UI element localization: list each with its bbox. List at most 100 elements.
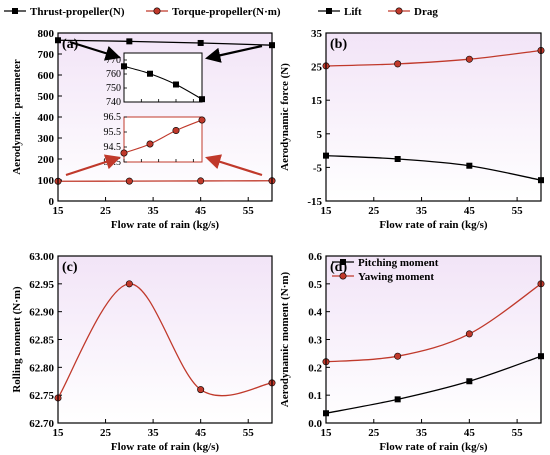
x-tick-label: 45 (195, 205, 207, 217)
inset-data-point (172, 127, 180, 135)
x-tick-label: 55 (512, 427, 524, 439)
y-tick-label: 62.80 (29, 362, 54, 374)
data-point (466, 162, 473, 169)
x-tick-label: 25 (100, 205, 112, 217)
legend-marker (340, 259, 346, 265)
inset-y-tick-label: 750 (106, 83, 121, 94)
inset-series-line (123, 65, 203, 100)
x-tick-label: 45 (464, 205, 476, 217)
inset-y-tick-label: 96.5 (104, 112, 122, 123)
arrows-a (65, 40, 263, 177)
panel-label: (a) (62, 37, 79, 52)
legend-b: Lift Drag (318, 6, 438, 18)
series-line-1 (325, 49, 542, 67)
arrow-icon (69, 40, 121, 61)
y-axis-label: Rolling moment (N·m) (11, 286, 23, 393)
data-point (465, 330, 473, 338)
y-tick-label: 100 (38, 175, 55, 187)
legend-d: Pitching moment Yawing moment (332, 257, 439, 283)
series-line-0 (57, 39, 273, 46)
plot-frame (57, 255, 273, 424)
data-point (197, 39, 204, 46)
legend-marker (395, 7, 403, 15)
inset-series-line (123, 119, 203, 154)
data-point (197, 177, 205, 185)
x-tick-label: 55 (243, 427, 255, 439)
data-point (466, 378, 473, 385)
x-tick-label: 45 (195, 427, 207, 439)
y-tick-label: 15 (311, 95, 323, 107)
legend-label: Yawing moment (358, 271, 434, 283)
legend-a: Thrust-propeller(N) Torque-propeller(N·m) (4, 6, 281, 18)
legend-marker (339, 272, 347, 280)
data-point (394, 352, 402, 360)
y-tick-label: 35 (311, 28, 323, 40)
plot-background (58, 256, 272, 423)
inset-data-point (121, 63, 127, 70)
y-tick-label: 62.75 (29, 390, 54, 402)
y-tick-label: 0 (49, 196, 55, 208)
inset-y-tick-label: 95.5 (104, 127, 122, 138)
y-tick-label: 700 (38, 49, 55, 61)
plot-frame (325, 255, 542, 424)
panel-label: (b) (330, 37, 347, 52)
data-point (126, 38, 133, 45)
data-point (394, 396, 401, 403)
legend-label: Pitching moment (358, 257, 439, 269)
x-tick-label: 35 (416, 205, 428, 217)
y-tick-label: 62.90 (29, 307, 54, 319)
plot-background (326, 33, 541, 201)
y-axis-label: Aerodynamic force (N) (279, 63, 291, 171)
panel-c: 15 25 35 45 55 62.70 62.75 62.80 62.85 62.90 62.95… (11, 251, 276, 453)
inset-data-point (147, 70, 153, 77)
inset-data-point (120, 149, 128, 157)
data-point (125, 177, 133, 185)
data-point (465, 55, 473, 63)
inset-y-tick-label: 740 (106, 97, 121, 108)
y-tick-label: 25 (311, 62, 323, 74)
panel-b: 15 25 35 45 55 -15 -5 5 15 25 35 Flow rate of rain … (279, 28, 545, 231)
x-tick-label: 35 (148, 205, 160, 217)
x-tick-label: 35 (416, 427, 428, 439)
inset-data-point (199, 96, 205, 103)
y-tick-label: 300 (38, 133, 55, 145)
legend-label: Torque-propeller(N·m) (172, 6, 281, 18)
data-point (394, 156, 401, 162)
x-tick-label: 15 (321, 205, 333, 217)
y-tick-label: 800 (38, 28, 55, 40)
legend-label: Thrust-propeller(N) (30, 6, 125, 18)
plot-frame (57, 32, 273, 202)
legend-label: Drag (414, 6, 438, 18)
y-tick-label: 0.2 (308, 362, 322, 374)
legend-marker (326, 8, 332, 14)
x-tick-label: 25 (368, 205, 380, 217)
y-tick-label: 62.95 (29, 279, 54, 291)
legend-label: Lift (344, 6, 362, 18)
inset-data-point (173, 81, 179, 88)
x-tick-label: 35 (148, 427, 160, 439)
y-tick-label: 600 (38, 70, 55, 82)
inset-frame (123, 52, 203, 103)
x-tick-label: 55 (243, 205, 255, 217)
data-point (125, 280, 133, 288)
x-tick-label: 45 (464, 427, 476, 439)
y-tick-label: 5 (317, 129, 323, 141)
legend-marker (12, 8, 18, 14)
y-tick-label: 62.85 (29, 335, 54, 347)
inset-y-tick-label: 94.5 (104, 142, 122, 153)
y-tick-label: 400 (38, 112, 55, 124)
inset-1: 93.594.595.596.5 (104, 112, 206, 168)
plot-frame (325, 32, 542, 202)
y-tick-label: 0.6 (308, 251, 322, 263)
inset-frame (123, 116, 203, 163)
inset-y-tick-label: 760 (106, 69, 121, 80)
y-tick-label: 0.1 (308, 390, 322, 402)
series-line-0 (325, 154, 542, 181)
series-line-1 (325, 283, 542, 363)
y-tick-label: 0.4 (308, 307, 322, 319)
x-axis-label: Flow rate of rain (kg/s) (111, 219, 219, 231)
inset-data-point (198, 116, 206, 124)
series-line-0 (325, 355, 542, 414)
x-axis-label: Flow rate of rain (kg/s) (379, 441, 487, 453)
y-tick-label: 0.5 (308, 279, 322, 291)
